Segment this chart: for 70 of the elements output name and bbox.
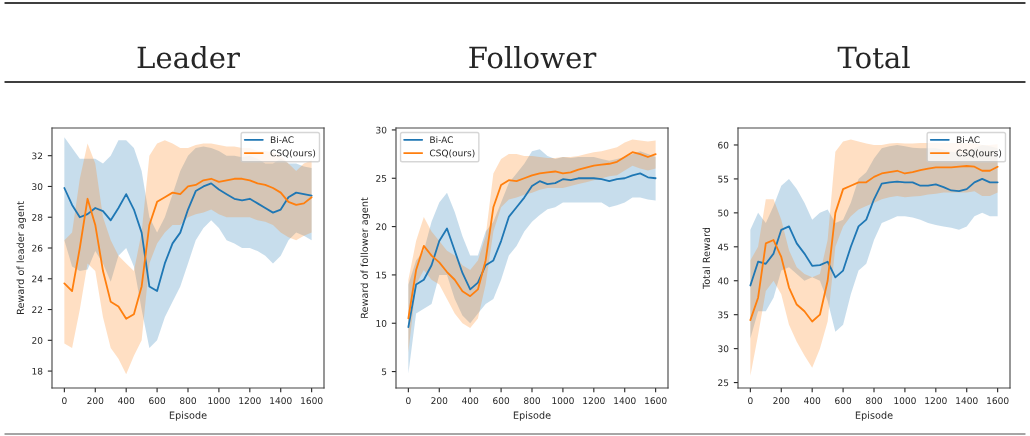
line-series xyxy=(407,151,657,320)
y-tick-label: 30 xyxy=(32,183,43,191)
x-tick-label: 1000 xyxy=(552,397,574,405)
y-tick-label: 30 xyxy=(376,126,387,134)
x-tick-label: 400 xyxy=(804,397,821,405)
x-tick-label: 1200 xyxy=(925,397,947,405)
x-tick-label: 1600 xyxy=(301,397,323,405)
line-series xyxy=(749,178,999,287)
x-tick-label: 600 xyxy=(149,397,166,405)
y-tick-label: 60 xyxy=(718,141,729,149)
x-tick-label: 800 xyxy=(524,397,541,405)
x-tick-label: 0 xyxy=(748,397,753,405)
y-axis-title: Reward of follower agent xyxy=(360,197,370,318)
x-tick-label: 1400 xyxy=(956,397,978,405)
y-tick-label: 55 xyxy=(718,175,729,183)
x-tick-label: 1000 xyxy=(208,397,230,405)
legend-label: CSQ(ours) xyxy=(429,149,475,158)
x-tick-label: 1400 xyxy=(270,397,292,405)
x-axis-title: Episode xyxy=(513,411,551,421)
legend-label: CSQ(ours) xyxy=(956,149,1002,158)
x-tick-label: 1200 xyxy=(583,397,605,405)
x-tick-label: 200 xyxy=(431,397,448,405)
y-tick-label: 20 xyxy=(376,223,387,231)
x-tick-label: 600 xyxy=(835,397,852,405)
y-tick-label: 24 xyxy=(32,275,43,283)
x-tick-label: 600 xyxy=(493,397,510,405)
y-tick-label: 50 xyxy=(718,209,729,217)
chart-title: Total xyxy=(837,45,910,69)
y-tick-label: 20 xyxy=(32,337,43,344)
x-tick-label: 200 xyxy=(87,397,104,405)
y-tick-label: 40 xyxy=(717,277,729,285)
x-tick-label: 800 xyxy=(180,397,197,405)
y-tick-label: 32 xyxy=(32,152,43,160)
legend-label: Bi-AC xyxy=(430,136,453,144)
y-axis-title: Reward of leader agent xyxy=(16,201,26,314)
y-tick-label: 10 xyxy=(376,319,387,327)
x-tick-label: 1000 xyxy=(894,397,916,405)
x-tick-label: 0 xyxy=(406,397,411,405)
y-tick-label: 35 xyxy=(718,311,729,319)
y-tick-label: 28 xyxy=(32,213,43,221)
y-tick-label: 5 xyxy=(381,368,387,376)
chart-title: Follower xyxy=(469,45,597,69)
x-tick-label: 1400 xyxy=(614,397,636,405)
y-tick-label: 15 xyxy=(376,271,387,279)
x-tick-label: 400 xyxy=(462,397,479,405)
x-tick-label: 1600 xyxy=(645,397,667,405)
y-axis-title: Total Reward xyxy=(702,227,711,290)
y-tick-label: 25 xyxy=(718,379,729,387)
y-tick-label: 30 xyxy=(718,345,729,353)
chart-title: Leader xyxy=(137,45,240,69)
line-series xyxy=(749,165,999,323)
legend-label: Bi-AC xyxy=(270,136,294,144)
x-axis-title: Episode xyxy=(855,411,893,421)
line-series xyxy=(407,172,657,329)
y-tick-label: 25 xyxy=(376,174,387,182)
x-tick-label: 200 xyxy=(773,397,790,405)
legend-label: CSQ(ours) xyxy=(270,149,316,158)
legend-label: Bi-AC xyxy=(956,136,980,144)
x-tick-label: 400 xyxy=(118,397,135,405)
x-tick-label: 1600 xyxy=(987,397,1009,405)
x-tick-label: 0 xyxy=(62,397,67,405)
y-tick-label: 22 xyxy=(32,306,43,313)
x-tick-label: 1200 xyxy=(239,397,261,405)
y-tick-label: 26 xyxy=(32,244,43,252)
y-tick-label: 18 xyxy=(32,367,43,375)
x-axis-title: Episode xyxy=(169,411,207,421)
y-tick-label: 45 xyxy=(717,243,729,251)
line-series xyxy=(63,177,313,320)
line-series xyxy=(63,182,313,292)
x-tick-label: 800 xyxy=(866,397,883,405)
